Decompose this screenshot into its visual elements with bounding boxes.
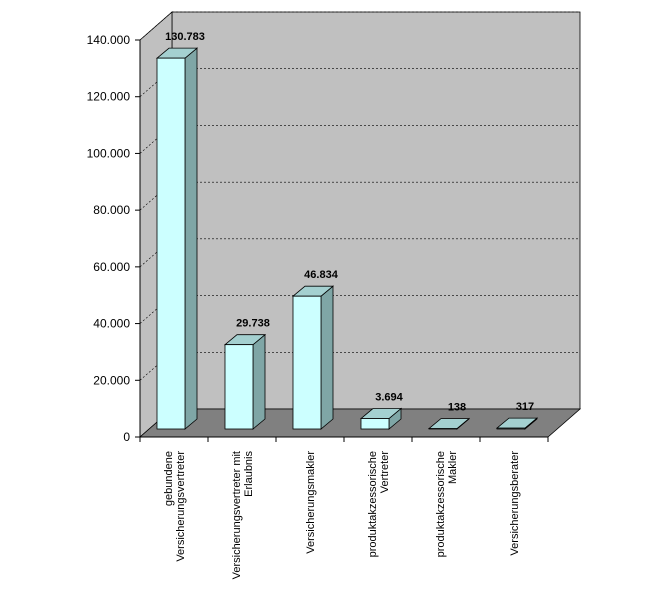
category-label-line: Versicherungsberater (509, 451, 521, 556)
y-tick-label: 40.000 (93, 317, 130, 331)
x-axis-categories: gebundeneVersicherungsvertreter Versicher… (163, 451, 521, 580)
data-label: 46.834 (304, 269, 339, 281)
bar-side (320, 285, 334, 430)
bar-front (292, 295, 322, 430)
gridlines (139, 11, 580, 381)
y-tick-label: 60.000 (93, 260, 130, 274)
category-label-line: Erlaubnis (243, 451, 255, 497)
bar-front (156, 57, 186, 430)
category-label-line: Makler (447, 451, 459, 484)
gridline-side (139, 238, 173, 268)
category-label-line: produktakzessorische (367, 451, 379, 557)
bar-1 (223, 333, 267, 430)
gridline-side (139, 352, 173, 381)
data-label: 3.694 (375, 392, 403, 404)
y-tick-label: 140.000 (87, 33, 131, 47)
bar-front (224, 344, 254, 430)
category-label-line: Versicherungsvertreter mit (231, 451, 243, 579)
bars (155, 47, 539, 430)
y-tick-label: 120.000 (87, 90, 131, 104)
category-label: produktakzessorischeMakler (435, 451, 459, 558)
bar-4 (427, 417, 471, 430)
bar-2 (291, 285, 335, 430)
gridline-side (139, 295, 173, 324)
y-tick-label: 100.000 (87, 146, 131, 160)
gridline-side (139, 125, 173, 154)
category-label-line: Versicherungsvertreter (175, 451, 187, 562)
category-label: gebundeneVersicherungsvertreter (163, 451, 187, 562)
y-tick-label: 20.000 (93, 373, 130, 387)
bar-3 (359, 407, 403, 430)
category-label: Versicherungsmakler (305, 451, 317, 554)
y-tick-label: 80.000 (93, 203, 130, 217)
category-label-line: gebundene (163, 451, 175, 506)
chart-walls (139, 11, 581, 438)
category-label: Versicherungsberater (509, 451, 521, 556)
bar-side (252, 333, 266, 430)
y-tick-label: 0 (123, 430, 130, 444)
bar-front (496, 427, 526, 430)
category-label: Versicherungsvertreter mitErlaubnis (231, 451, 255, 580)
category-label-line: produktakzessorische (435, 451, 447, 557)
bar-front (360, 418, 390, 430)
category-label: produktakzessorischeVertreter (367, 451, 391, 558)
gridline-side (139, 68, 173, 97)
gridline-side (139, 181, 173, 211)
y-axis: 0 20.000 40.000 60.000 80.000 100.000 120.000 1… (87, 33, 549, 444)
gridline-side (139, 11, 173, 41)
category-label-line: Vertreter (379, 451, 391, 494)
data-label: 317 (516, 401, 534, 413)
bar-side (184, 47, 198, 430)
data-label: 130.783 (165, 31, 205, 43)
category-label-line: Versicherungsmakler (305, 451, 317, 554)
data-label: 138 (448, 402, 466, 414)
data-label: 29.738 (236, 318, 270, 330)
bar-5 (495, 417, 539, 430)
data-labels: 130.783 29.738 46.834 3.694 138 317 (165, 31, 534, 413)
bar-0 (155, 47, 199, 430)
